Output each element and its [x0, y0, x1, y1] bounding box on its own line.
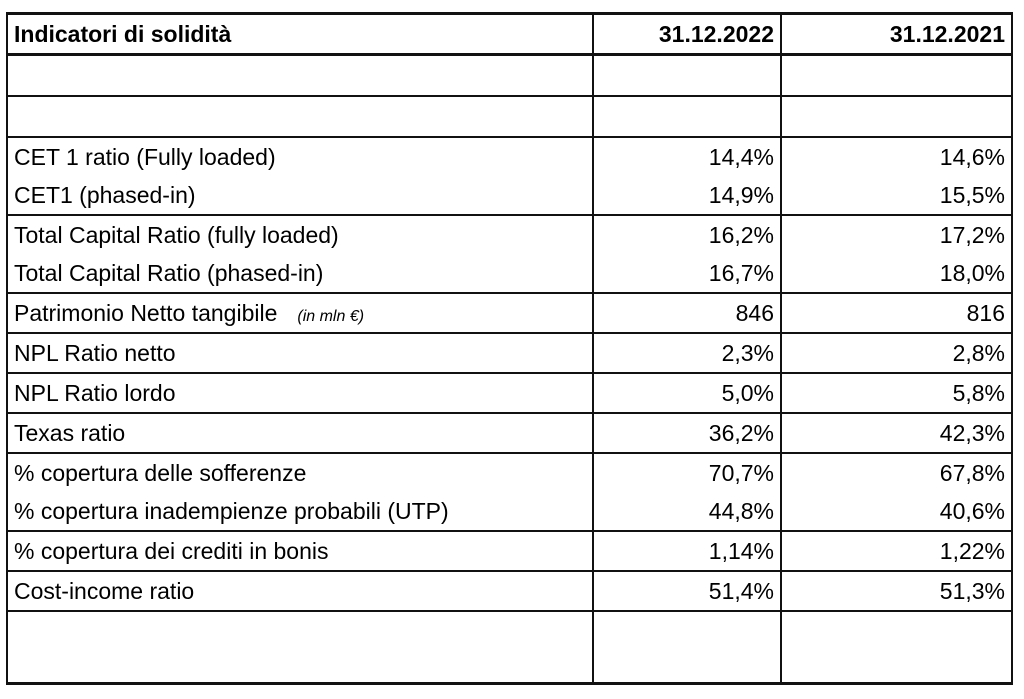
table-row: % copertura dei crediti in bonis 1,14% 1…: [6, 530, 1013, 571]
value-2021: 67,8%: [780, 452, 1013, 492]
table-header-row: Indicatori di solidità 31.12.2022 31.12.…: [6, 12, 1013, 56]
empty-cell: [592, 610, 782, 685]
empty-cell: [6, 96, 594, 138]
value-2021: 18,0%: [780, 254, 1013, 293]
empty-cell: [780, 54, 1013, 97]
empty-cell: [592, 54, 782, 97]
value-2021: 15,5%: [780, 176, 1013, 215]
solidity-indicators-table: Indicatori di solidità 31.12.2022 31.12.…: [6, 12, 1013, 685]
value-2021: 2,8%: [780, 332, 1013, 373]
row-label: Texas ratio: [6, 412, 594, 453]
table-row: Patrimonio Netto tangibile (in mln €) 846…: [6, 292, 1013, 333]
value-2021: 5,8%: [780, 372, 1013, 413]
table-row: Texas ratio 36,2% 42,3%: [6, 412, 1013, 453]
row-label: % copertura inadempienze probabili (UTP): [6, 492, 594, 531]
value-2021: 42,3%: [780, 412, 1013, 453]
value-2022: 16,2%: [592, 214, 782, 254]
value-2021: 1,22%: [780, 530, 1013, 571]
value-2021: 816: [780, 292, 1013, 333]
row-label: Total Capital Ratio (phased-in): [6, 254, 594, 293]
empty-row: [6, 54, 1013, 97]
value-2021: 17,2%: [780, 214, 1013, 254]
row-label: NPL Ratio lordo: [6, 372, 594, 413]
table-row: % copertura delle sofferenze 70,7% 67,8%: [6, 452, 1013, 492]
table-row: % copertura inadempienze probabili (UTP)…: [6, 492, 1013, 531]
table-title: Indicatori di solidità: [6, 12, 594, 56]
unit-label: (in mln €): [297, 307, 365, 325]
value-2022: 44,8%: [592, 492, 782, 531]
row-label: Patrimonio Netto tangibile: [14, 299, 278, 326]
table-row: CET 1 ratio (Fully loaded) 14,4% 14,6%: [6, 137, 1013, 176]
table-row: NPL Ratio lordo 5,0% 5,8%: [6, 372, 1013, 413]
table-row: Total Capital Ratio (phased-in) 16,7% 18…: [6, 254, 1013, 293]
row-label-with-unit: Patrimonio Netto tangibile (in mln €): [6, 292, 594, 333]
row-label: NPL Ratio netto: [6, 332, 594, 373]
solidity-indicators-table-container: Indicatori di solidità 31.12.2022 31.12.…: [6, 12, 1013, 685]
row-label: Total Capital Ratio (fully loaded): [6, 214, 594, 254]
value-2021: 51,3%: [780, 570, 1013, 611]
value-2022: 36,2%: [592, 412, 782, 453]
row-label: CET1 (phased-in): [6, 176, 594, 215]
row-label: % copertura delle sofferenze: [6, 452, 594, 492]
column-header-2021: 31.12.2021: [780, 12, 1013, 56]
row-label: Cost-income ratio: [6, 570, 594, 611]
empty-cell: [592, 96, 782, 138]
column-header-2022: 31.12.2022: [592, 12, 782, 56]
value-2021: 14,6%: [780, 137, 1013, 176]
value-2022: 70,7%: [592, 452, 782, 492]
value-2022: 5,0%: [592, 372, 782, 413]
table-row: Total Capital Ratio (fully loaded) 16,2%…: [6, 214, 1013, 254]
value-2022: 51,4%: [592, 570, 782, 611]
table-row: NPL Ratio netto 2,3% 2,8%: [6, 332, 1013, 373]
value-2022: 1,14%: [592, 530, 782, 571]
value-2022: 14,9%: [592, 176, 782, 215]
empty-cell: [6, 54, 594, 97]
empty-row: [6, 96, 1013, 138]
table-row: Cost-income ratio 51,4% 51,3%: [6, 570, 1013, 611]
row-label: % copertura dei crediti in bonis: [6, 530, 594, 571]
value-2022: 14,4%: [592, 137, 782, 176]
value-2022: 846: [592, 292, 782, 333]
empty-row: [6, 610, 1013, 685]
value-2022: 2,3%: [592, 332, 782, 373]
table-row: CET1 (phased-in) 14,9% 15,5%: [6, 176, 1013, 215]
empty-cell: [780, 96, 1013, 138]
empty-cell: [6, 610, 594, 685]
value-2021: 40,6%: [780, 492, 1013, 531]
row-label: CET 1 ratio (Fully loaded): [6, 137, 594, 176]
value-2022: 16,7%: [592, 254, 782, 293]
empty-cell: [780, 610, 1013, 685]
